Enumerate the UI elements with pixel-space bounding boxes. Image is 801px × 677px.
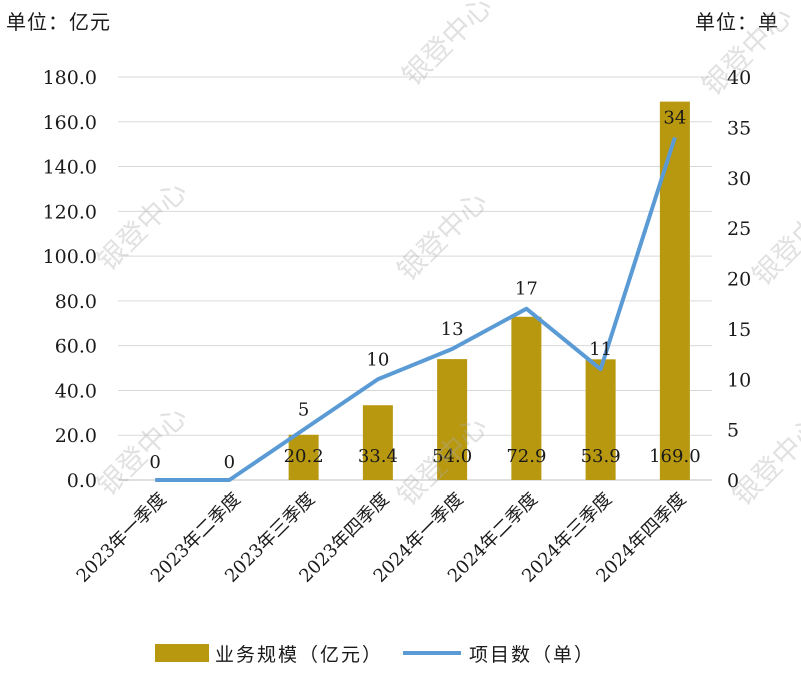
bar <box>659 101 690 480</box>
y-right-tick-label: 40 <box>727 67 751 89</box>
line-value-label: 13 <box>441 319 464 340</box>
legend-line-label: 项目数（单） <box>469 643 596 666</box>
legend: 业务规模（亿元） 项目数（单） <box>155 640 595 666</box>
y-left-tick-label: 20.0 <box>55 425 97 447</box>
line-value-label: 11 <box>589 339 612 360</box>
y-right-tick-label: 5 <box>727 420 739 442</box>
bar <box>511 316 542 480</box>
y-right-tick-label: 25 <box>727 218 751 240</box>
bar-value-label: 53.9 <box>581 446 621 467</box>
y-right-tick-label: 10 <box>727 369 751 391</box>
bar-value-label: 54.0 <box>432 446 472 467</box>
bar-value-label: 33.4 <box>358 446 398 467</box>
y-left-tick-label: 60.0 <box>55 336 97 358</box>
right-axis-unit: 单位：单 <box>695 10 779 34</box>
y-left-tick-label: 80.0 <box>55 291 97 313</box>
legend-line-swatch <box>403 651 462 655</box>
y-right-tick-label: 0 <box>727 470 739 492</box>
y-left-tick-label: 120.0 <box>43 201 97 223</box>
bar-value-label: 169.0 <box>649 446 701 467</box>
legend-bar-swatch <box>155 644 209 662</box>
line-series <box>155 136 677 482</box>
y-left-tick-label: 0.0 <box>67 470 97 492</box>
bar-value-label: 20.2 <box>284 446 324 467</box>
line-value-label: 0 <box>224 452 235 473</box>
line-value-label: 34 <box>663 107 686 128</box>
y-left-tick-label: 100.0 <box>43 246 97 268</box>
combo-chart: 0.0 20.0 40.0 60.0 80.0 100.0 120.0 140.0 160.0 1… <box>43 67 752 587</box>
y-left-tick-label: 180.0 <box>43 67 97 89</box>
y-right-tick-label: 20 <box>727 269 751 291</box>
y-right-tick-label: 35 <box>727 117 751 139</box>
line-value-label: 5 <box>298 400 309 421</box>
y-right-tick-label: 30 <box>727 168 751 190</box>
line-value-label: 10 <box>366 349 389 370</box>
line-value-label: 0 <box>149 452 160 473</box>
bar-value-label: 72.9 <box>506 446 546 467</box>
bar <box>585 359 616 480</box>
bar <box>362 405 393 480</box>
left-axis-unit: 单位：亿元 <box>6 10 111 34</box>
line-value-label: 17 <box>515 279 538 300</box>
y-right-tick-label: 15 <box>727 319 751 341</box>
bar <box>437 359 468 480</box>
bar <box>288 434 319 480</box>
legend-bar-label: 业务规模（亿元） <box>215 643 384 666</box>
y-left-tick-label: 40.0 <box>55 380 97 402</box>
y-left-tick-label: 140.0 <box>43 157 97 179</box>
y-left-tick-label: 160.0 <box>43 112 97 134</box>
